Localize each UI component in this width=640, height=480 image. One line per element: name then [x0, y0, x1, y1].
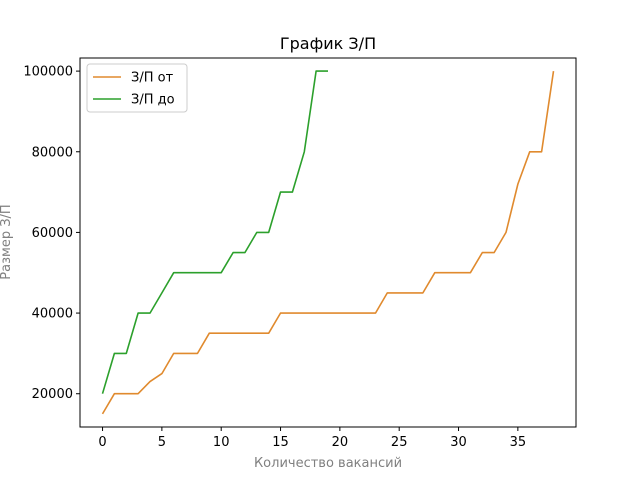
y-tick-label: 20000	[32, 387, 73, 402]
legend-label: З/П от	[131, 71, 174, 86]
y-axis-label: Размер З/П	[0, 204, 14, 279]
x-tick-label: 30	[450, 435, 467, 450]
y-tick-label: 40000	[32, 307, 73, 322]
chart-title: График З/П	[280, 34, 376, 53]
x-tick-label: 0	[98, 435, 106, 450]
x-tick-label: 25	[391, 435, 408, 450]
legend: З/П от З/П до	[86, 63, 188, 113]
y-tick-label: 100000	[23, 65, 73, 80]
plot-area: 0 5 10 15 20 25 30 35 20000 40000 60000 80000 10000…	[23, 57, 577, 450]
y-axis: 20000 40000 60000 80000 100000	[23, 65, 80, 402]
plot-frame	[79, 57, 577, 428]
x-tick-label: 20	[332, 435, 349, 450]
x-axis-label: Количество вакансий	[254, 456, 402, 471]
x-tick-label: 15	[272, 435, 289, 450]
x-tick-label: 10	[213, 435, 230, 450]
x-axis: 0 5 10 15 20 25 30 35	[98, 427, 526, 450]
legend-items: З/П от З/П до	[93, 71, 175, 108]
series-line-1	[101, 70, 555, 415]
series-layer	[101, 70, 555, 415]
x-tick-label: 5	[158, 435, 166, 450]
x-tick-label: 35	[510, 435, 527, 450]
legend-label: З/П до	[131, 93, 175, 108]
legend-box	[86, 63, 188, 113]
y-tick-label: 80000	[32, 145, 73, 160]
series-line-2	[101, 70, 328, 394]
y-tick-label: 60000	[32, 226, 73, 241]
